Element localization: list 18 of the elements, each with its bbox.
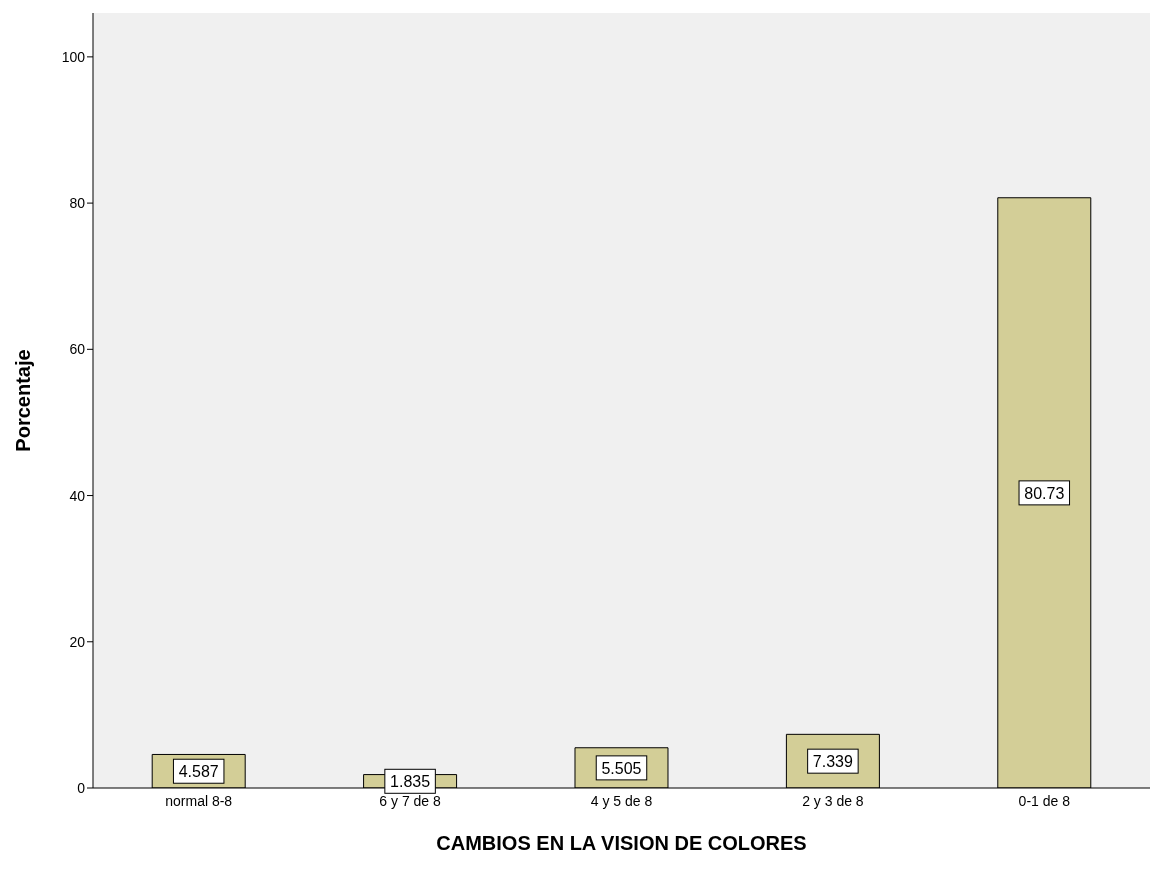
x-tick-label: 6 y 7 de 8 xyxy=(379,792,442,809)
data-label: 1.835 xyxy=(390,773,431,791)
x-tick-label: 0-1 de 8 xyxy=(1018,792,1071,809)
y-axis-title: Porcentaje xyxy=(12,349,35,452)
y-tick-label: 40 xyxy=(69,487,86,504)
x-tick-label: normal 8-8 xyxy=(165,792,233,809)
x-axis-title: CAMBIOS EN LA VISION DE COLORES xyxy=(436,832,807,854)
data-label: 7.339 xyxy=(812,753,854,771)
y-tick-label: 100 xyxy=(61,48,86,65)
data-label: 4.587 xyxy=(178,763,219,781)
y-tick-label: 80 xyxy=(69,195,86,212)
data-label: 80.73 xyxy=(1024,484,1065,502)
data-label: 5.505 xyxy=(601,759,642,777)
x-tick-label: 4 y 5 de 8 xyxy=(590,792,653,809)
y-tick-label: 60 xyxy=(69,341,86,358)
y-tick-label: 20 xyxy=(69,633,86,650)
x-tick-label: 2 y 3 de 8 xyxy=(802,792,864,809)
y-tick-label: 0 xyxy=(77,779,86,796)
